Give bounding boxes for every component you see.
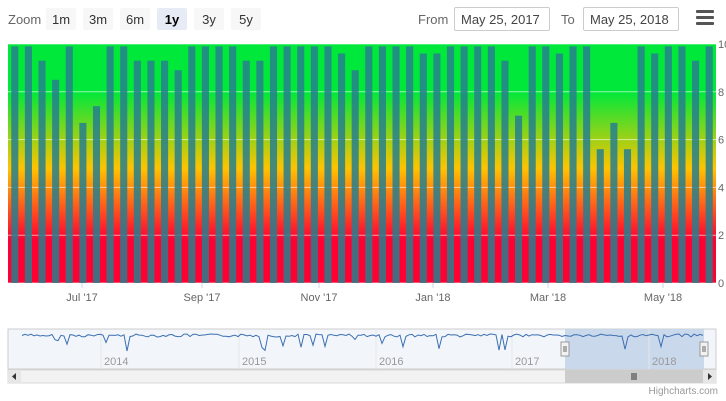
hamburger-menu-icon[interactable] (696, 10, 714, 26)
bar[interactable] (487, 46, 495, 283)
navigator-right-handle[interactable] (699, 341, 709, 357)
bar[interactable] (460, 46, 468, 283)
navigator-x-label: 2016 (379, 356, 403, 368)
bar[interactable] (501, 60, 509, 284)
bar[interactable] (188, 46, 196, 283)
y-tick-label: 10 (718, 39, 726, 51)
bar[interactable] (569, 46, 577, 283)
bar[interactable] (474, 46, 482, 283)
bar[interactable] (705, 46, 713, 283)
bar[interactable] (692, 60, 700, 284)
bar[interactable] (201, 46, 209, 283)
scrollbar-right-arrow-icon[interactable] (703, 370, 716, 383)
plot-background (8, 44, 716, 283)
bar[interactable] (133, 60, 141, 284)
bar[interactable] (215, 46, 223, 283)
zoom-6m-button[interactable]: 6m (120, 8, 150, 30)
bar[interactable] (283, 46, 291, 283)
bar[interactable] (269, 46, 278, 283)
zoom-label: Zoom (8, 12, 42, 27)
bar[interactable] (38, 60, 46, 284)
x-tick-label: Jan '18 (415, 292, 450, 304)
x-tick-label: May '18 (644, 292, 682, 304)
scrollbar-left-arrow-icon[interactable] (8, 370, 21, 383)
from-label: From (418, 12, 449, 27)
bar[interactable] (106, 46, 114, 283)
y-tick-label: 2 (718, 230, 724, 242)
bar[interactable] (147, 60, 155, 284)
bar[interactable] (637, 46, 645, 283)
range-selector: Zoom 1m 3m 6m 1y 3y 5y From To (0, 0, 726, 40)
bar[interactable] (229, 46, 237, 283)
bar[interactable] (11, 46, 19, 283)
bar[interactable] (324, 46, 332, 283)
bar[interactable] (310, 46, 318, 283)
zoom-1y-button[interactable]: 1y (157, 8, 187, 30)
bar[interactable] (297, 46, 305, 283)
bar[interactable] (406, 46, 414, 283)
bar[interactable] (378, 46, 386, 283)
x-tick-label: Jul '17 (66, 292, 97, 304)
bar[interactable] (542, 46, 550, 283)
navigator-left-handle[interactable] (560, 341, 570, 357)
bar[interactable] (555, 53, 563, 283)
bar[interactable] (433, 53, 441, 283)
zoom-5y-button[interactable]: 5y (231, 8, 261, 30)
bar[interactable] (256, 60, 264, 284)
navigator-x-label: 2017 (515, 356, 539, 368)
bar[interactable] (365, 46, 373, 283)
credits-link[interactable]: Highcharts.com (648, 386, 718, 397)
navigator-x-labels: 2014 2015 2016 2017 2018 (104, 356, 676, 368)
navigator-x-label: 2018 (652, 356, 676, 368)
bar[interactable] (161, 60, 169, 284)
bar[interactable] (392, 46, 400, 283)
bar[interactable] (678, 46, 686, 283)
bar[interactable] (651, 53, 659, 283)
y-tick-label: 4 (718, 182, 724, 194)
zoom-1m-button[interactable]: 1m (46, 8, 76, 30)
y-tick-label: 6 (718, 135, 724, 147)
bar[interactable] (174, 70, 182, 283)
bar[interactable] (583, 46, 591, 283)
x-tick-label: Sep '17 (184, 292, 221, 304)
y-axis-labels: 0 2 4 6 8 10 (718, 39, 726, 290)
navigator-x-label: 2014 (104, 356, 128, 368)
bar[interactable] (24, 46, 32, 283)
zoom-3y-button[interactable]: 3y (194, 8, 224, 30)
bar[interactable] (528, 46, 536, 283)
navigator[interactable]: 2014 2015 2016 2017 2018 (0, 322, 726, 386)
bar[interactable] (65, 46, 73, 283)
navigator-x-label: 2015 (242, 356, 266, 368)
to-label: To (561, 12, 575, 27)
x-tick-label: Nov '17 (301, 292, 338, 304)
bar[interactable] (242, 60, 250, 284)
bar[interactable] (664, 46, 672, 283)
bar[interactable] (419, 53, 427, 283)
x-axis-labels: Jul '17 Sep '17 Nov '17 Jan '18 Mar '18 May '… (66, 283, 682, 304)
scrollbar-grip-icon (631, 373, 637, 380)
to-date-input[interactable] (583, 7, 679, 31)
bar[interactable] (351, 70, 359, 283)
bar[interactable] (446, 46, 455, 283)
main-chart: 0 2 4 6 8 10 Jul '17 Sep '17 Nov '17 Jan '18 Mar … (8, 39, 726, 304)
y-tick-label: 0 (718, 278, 724, 290)
bar[interactable] (79, 122, 87, 284)
navigator-series-line (21, 333, 704, 352)
bar[interactable] (515, 115, 523, 283)
from-date-input[interactable] (454, 7, 550, 31)
zoom-3m-button[interactable]: 3m (83, 8, 113, 30)
x-tick-label: Mar '18 (530, 292, 566, 304)
bar[interactable] (52, 79, 60, 283)
bar[interactable] (610, 122, 618, 284)
bar-series (11, 46, 713, 284)
bar[interactable] (623, 149, 632, 283)
y-tick-label: 8 (718, 87, 724, 99)
bar[interactable] (596, 149, 604, 283)
bar[interactable] (338, 53, 346, 283)
bar[interactable] (120, 46, 128, 283)
bar[interactable] (92, 106, 101, 283)
